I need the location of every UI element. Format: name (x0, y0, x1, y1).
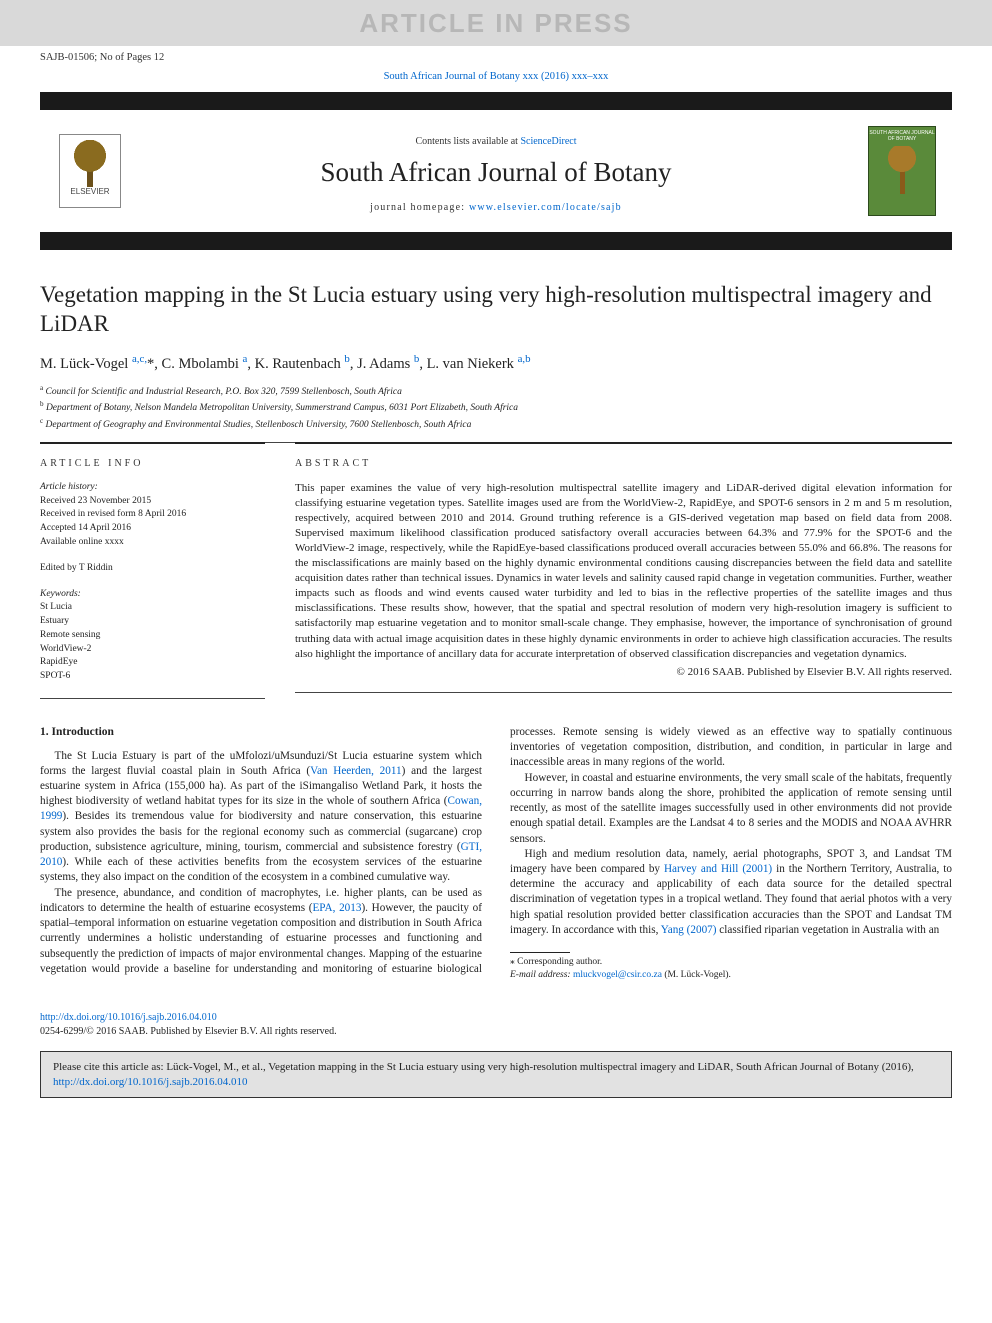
journal-cover-title: SOUTH AFRICAN JOURNAL OF BOTANY (869, 131, 935, 142)
doi-link[interactable]: http://dx.doi.org/10.1016/j.sajb.2016.04… (40, 1012, 217, 1023)
abstract-text: This paper examines the value of very hi… (295, 481, 952, 662)
keyword: Remote sensing (40, 629, 265, 643)
affiliation: a Council for Scientific and Industrial … (40, 383, 952, 399)
citation-line: South African Journal of Botany xxx (201… (0, 67, 992, 92)
contents-line: Contents lists available at ScienceDirec… (415, 136, 576, 147)
footer: http://dx.doi.org/10.1016/j.sajb.2016.04… (0, 997, 992, 1045)
abstract-copyright: © 2016 SAAB. Published by Elsevier B.V. … (295, 666, 952, 678)
affiliation: b Department of Botany, Nelson Mandela M… (40, 399, 952, 415)
history-line: Accepted 14 April 2016 (40, 522, 265, 536)
keyword: St Lucia (40, 601, 265, 615)
masthead-right: SOUTH AFRICAN JOURNAL OF BOTANY (852, 92, 952, 250)
masthead-center: Contents lists available at ScienceDirec… (140, 92, 852, 250)
section-heading-intro: 1. Introduction (40, 725, 482, 741)
homepage-prefix: journal homepage: (370, 202, 469, 213)
keywords-block: Keywords: St LuciaEstuaryRemote sensingW… (40, 588, 265, 684)
history-line: Available online xxxx (40, 536, 265, 550)
cite-box-text: Please cite this article as: Lück-Vogel,… (53, 1061, 914, 1073)
running-head: SAJB-01506; No of Pages 12 (0, 46, 992, 67)
cite-box-link[interactable]: http://dx.doi.org/10.1016/j.sajb.2016.04… (53, 1076, 247, 1088)
keyword: SPOT-6 (40, 670, 265, 684)
history-line: Received in revised form 8 April 2016 (40, 508, 265, 522)
corresponding-email-label: E-mail address: (510, 970, 571, 980)
keyword: RapidEye (40, 656, 265, 670)
keyword: WorldView-2 (40, 643, 265, 657)
elsevier-label: ELSEVIER (70, 187, 109, 196)
history-header: Article history: (40, 481, 265, 495)
article-body: Vegetation mapping in the St Lucia estua… (0, 250, 992, 997)
edited-by: Edited by T Riddin (40, 562, 265, 576)
body-paragraph: High and medium resolution data, namely,… (510, 847, 952, 938)
citation-link[interactable]: South African Journal of Botany xxx (201… (384, 71, 609, 82)
watermark-text: ARTICLE IN PRESS (359, 8, 632, 39)
masthead-left: ELSEVIER (40, 92, 140, 250)
keyword: Estuary (40, 615, 265, 629)
corresponding-email-link[interactable]: mluckvogel@csir.co.za (573, 970, 662, 980)
abstract-label: ABSTRACT (295, 458, 952, 469)
masthead: ELSEVIER Contents lists available at Sci… (40, 92, 952, 250)
article-history: Article history: Received 23 November 20… (40, 481, 265, 550)
journal-cover-thumb: SOUTH AFRICAN JOURNAL OF BOTANY (868, 126, 936, 216)
history-line: Received 23 November 2015 (40, 495, 265, 509)
article-title: Vegetation mapping in the St Lucia estua… (40, 280, 952, 339)
affiliations: a Council for Scientific and Industrial … (40, 383, 952, 432)
keywords-header: Keywords: (40, 588, 265, 602)
homepage-line: journal homepage: www.elsevier.com/locat… (370, 202, 622, 213)
homepage-link[interactable]: www.elsevier.com/locate/sajb (469, 202, 622, 213)
affiliation: c Department of Geography and Environmen… (40, 416, 952, 432)
elsevier-logo: ELSEVIER (59, 134, 121, 208)
corresponding-label: ⁎ Corresponding author. (510, 957, 602, 967)
issn-line: 0254-6299/© 2016 SAAB. Published by Else… (40, 1026, 337, 1037)
article-info-label: ARTICLE INFO (40, 458, 265, 469)
body-paragraph: The St Lucia Estuary is part of the uMfo… (40, 749, 482, 886)
sciencedirect-link[interactable]: ScienceDirect (520, 136, 576, 147)
watermark-bar: ARTICLE IN PRESS (0, 0, 992, 46)
info-row: ARTICLE INFO Article history: Received 2… (40, 442, 952, 699)
corresponding-block: ⁎ Corresponding author. E-mail address: … (510, 952, 952, 983)
corresponding-author: ⁎ Corresponding author. E-mail address: … (510, 956, 952, 983)
journal-cover-art-icon (882, 146, 922, 198)
cite-box: Please cite this article as: Lück-Vogel,… (40, 1051, 952, 1099)
corresponding-separator (510, 952, 570, 953)
corresponding-suffix: (M. Lück-Vogel). (664, 970, 731, 980)
authors: M. Lück-Vogel a,c,*, C. Mbolambi a, K. R… (40, 353, 952, 373)
journal-name: South African Journal of Botany (321, 157, 672, 188)
contents-prefix: Contents lists available at (415, 136, 520, 147)
running-head-left: SAJB-01506; No of Pages 12 (40, 52, 164, 63)
body-paragraph: However, in coastal and estuarine enviro… (510, 771, 952, 847)
article-info: ARTICLE INFO Article history: Received 2… (40, 442, 265, 699)
elsevier-tree-icon (66, 139, 114, 187)
body-columns: 1. Introduction The St Lucia Estuary is … (40, 725, 952, 983)
abstract-block: ABSTRACT This paper examines the value o… (295, 442, 952, 699)
